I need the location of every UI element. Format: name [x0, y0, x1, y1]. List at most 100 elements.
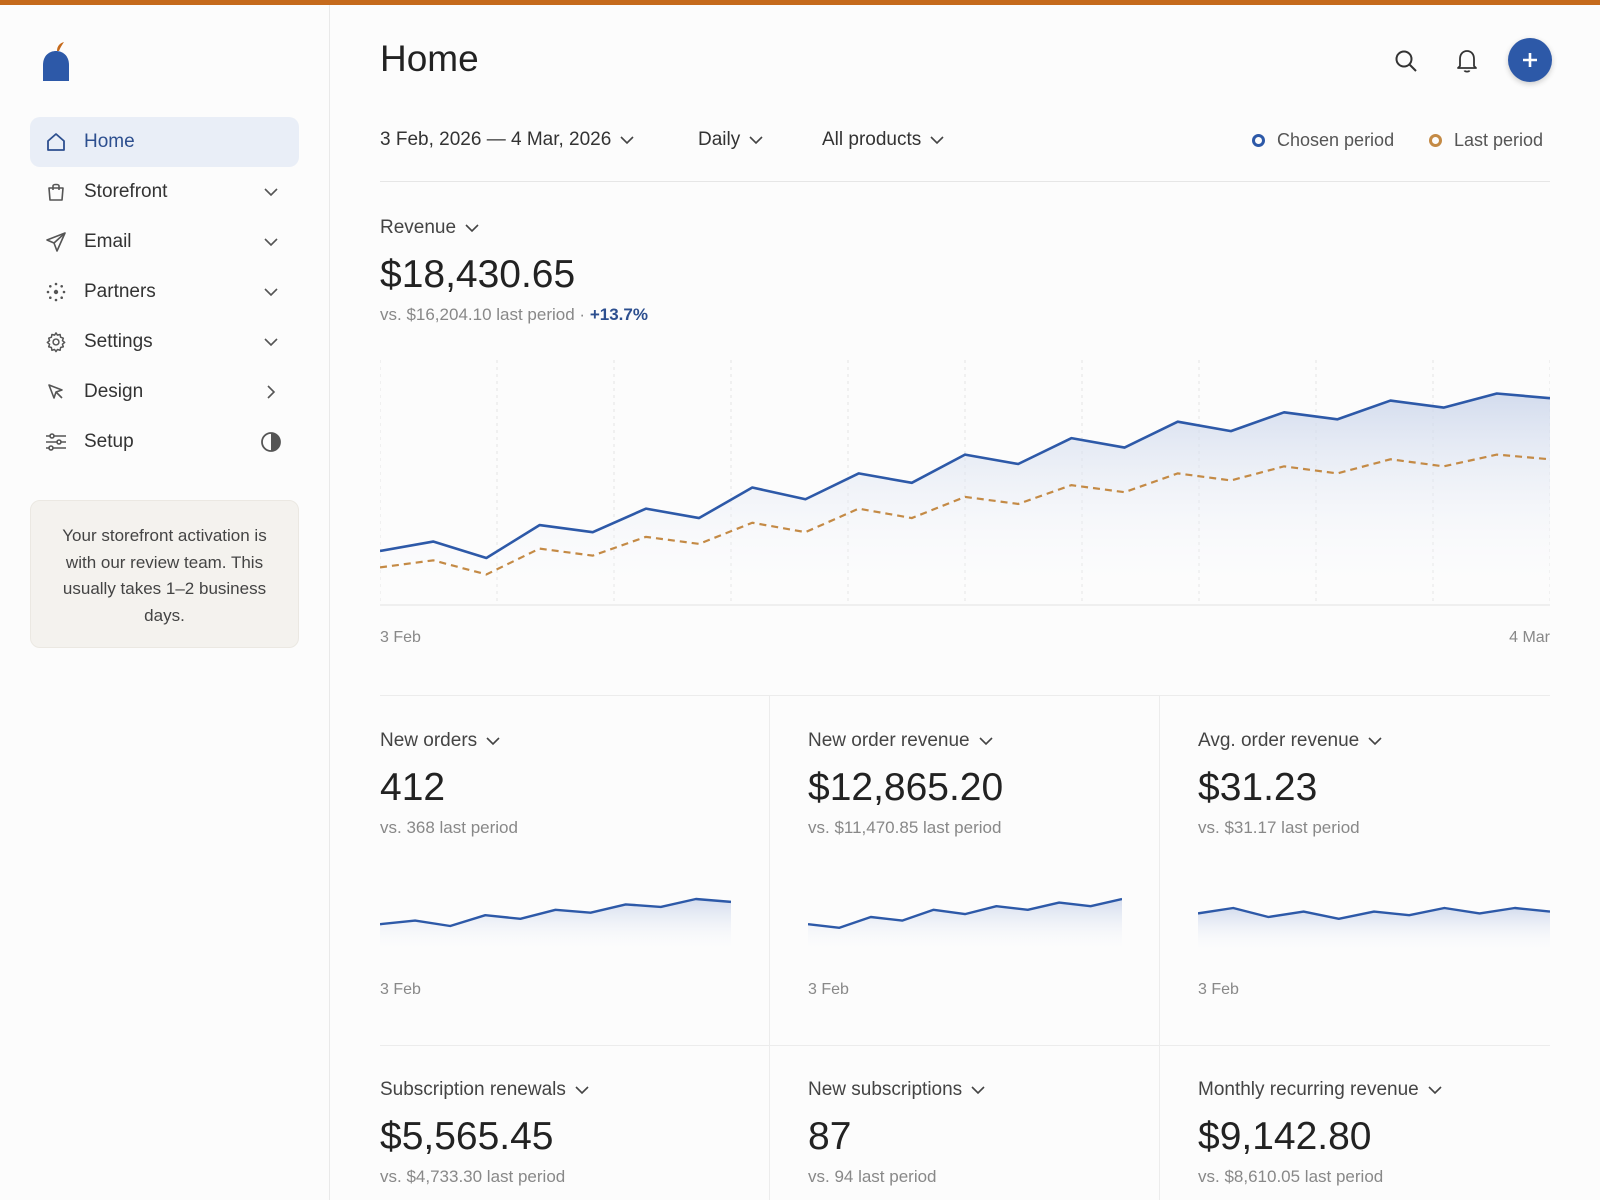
activation-notice: Your storefront activation is with our r…	[30, 500, 299, 648]
legend-last-label: Last period	[1454, 130, 1544, 150]
chevron-down-icon	[259, 330, 283, 354]
sidebar-item-settings[interactable]: Settings	[30, 317, 299, 367]
chevron-down-icon	[259, 180, 283, 204]
shopping-bag-icon	[44, 180, 68, 204]
date-range-label: 3 Feb, 2026 — 4 Mar, 2026	[380, 129, 612, 150]
interval-select[interactable]: Daily	[698, 129, 763, 151]
section-divider	[380, 695, 1550, 696]
sidebar-item-email[interactable]: Email	[30, 217, 299, 267]
cursor-icon	[44, 380, 68, 404]
sidebar-item-label: Email	[84, 231, 132, 252]
chevron-down-icon	[575, 1085, 589, 1094]
metric-card-avg-order-revenue: Avg. order revenue $31.23 vs. $31.17 las…	[1198, 730, 1548, 838]
sidebar-item-label: Setup	[84, 431, 134, 452]
brand-top-bar	[0, 0, 1600, 5]
metric-comparison: vs. $31.17 last period	[1198, 818, 1360, 837]
main-content: Home 3 Feb, 2026 — 4 Mar, 2026 Daily All…	[380, 5, 1552, 1200]
metric-select[interactable]: New orders	[380, 730, 740, 752]
sidebar-item-label: Design	[84, 381, 144, 402]
legend-dot-chosen	[1252, 134, 1265, 147]
sidebar-nav: Home Storefront Email Partners	[30, 117, 299, 467]
chevron-down-icon	[486, 736, 500, 745]
sidebar-item-home[interactable]: Home	[30, 117, 299, 167]
legend-chosen-period: Chosen period	[1252, 130, 1394, 151]
chevron-down-icon	[620, 135, 634, 144]
metric-label: Avg. order revenue	[1198, 730, 1360, 751]
bell-icon[interactable]	[1449, 43, 1485, 79]
sparkline-area	[808, 899, 1122, 955]
sparkline-line	[808, 897, 1122, 929]
metric-select[interactable]: New subscriptions	[808, 1079, 1148, 1101]
search-icon[interactable]	[1388, 43, 1424, 79]
sidebar-item-label: Partners	[84, 281, 156, 302]
card-divider	[1159, 695, 1160, 1200]
sidebar: Home Storefront Email Partners	[0, 5, 330, 1200]
metric-comparison: vs. $11,470.85 last period	[808, 818, 1002, 837]
metric-select[interactable]: New order revenue	[808, 730, 1148, 752]
chevron-down-icon	[1368, 736, 1382, 745]
products-select[interactable]: All products	[822, 129, 944, 151]
avg-order-revenue-sparkline	[1198, 906, 1550, 955]
chevron-down-icon	[749, 135, 763, 144]
revenue-comparison: vs. $16,204.10 last period ·	[380, 305, 586, 324]
sparkline-line	[380, 897, 731, 928]
chevron-down-icon	[971, 1085, 985, 1094]
chevron-down-icon	[465, 223, 479, 232]
chevron-right-icon	[259, 380, 283, 404]
revenue-metric: Revenue $18,430.65 vs. $16,204.10 last p…	[380, 217, 648, 325]
metric-label: New subscriptions	[808, 1079, 963, 1100]
chevron-down-icon	[259, 280, 283, 304]
sidebar-item-partners[interactable]: Partners	[30, 267, 299, 317]
metric-select[interactable]: Subscription renewals	[380, 1079, 760, 1101]
chevron-down-icon	[1428, 1085, 1442, 1094]
last-period-line	[380, 453, 1550, 576]
metric-card-subscription-renewals: Subscription renewals $5,565.45 vs. $4,7…	[380, 1079, 760, 1187]
chevron-down-icon	[979, 736, 993, 745]
metric-value: $9,142.80	[1198, 1115, 1372, 1158]
new-orders-sparkline	[380, 897, 731, 955]
gear-icon	[44, 330, 68, 354]
metric-card-new-subscriptions: New subscriptions 87 vs. 94 last period	[808, 1079, 1148, 1187]
sparkline-x-start: 3 Feb	[380, 981, 421, 998]
partners-dots-icon	[44, 280, 68, 304]
revenue-change-badge: +13.7%	[589, 305, 648, 324]
sparkline-line	[1198, 906, 1550, 920]
plus-icon	[1523, 53, 1537, 67]
sliders-icon	[44, 430, 68, 454]
revenue-metric-select[interactable]: Revenue	[380, 217, 648, 239]
metric-value: $5,565.45	[380, 1115, 554, 1158]
chevron-down-icon	[930, 135, 944, 144]
home-icon	[44, 130, 68, 154]
send-icon	[44, 230, 68, 254]
metric-value: $31.23	[1198, 766, 1318, 809]
metric-label: New order revenue	[808, 730, 970, 751]
metric-select[interactable]: Monthly recurring revenue	[1198, 1079, 1550, 1101]
sidebar-item-storefront[interactable]: Storefront	[30, 167, 299, 217]
metric-comparison: vs. $4,733.30 last period	[380, 1167, 566, 1186]
metric-comparison: vs. 368 last period	[380, 818, 518, 837]
metric-value: 87	[808, 1115, 852, 1158]
legend-dot-last	[1429, 134, 1442, 147]
sparkline-x-start: 3 Feb	[1198, 981, 1239, 998]
revenue-label: Revenue	[380, 217, 457, 238]
revenue-value: $18,430.65	[380, 253, 576, 296]
revenue-comparison-row: vs. $16,204.10 last period · +13.7%	[380, 305, 648, 325]
chevron-down-icon	[259, 230, 283, 254]
app-logo[interactable]	[40, 41, 72, 83]
new-order-revenue-sparkline	[808, 897, 1122, 955]
date-range-select[interactable]: 3 Feb, 2026 — 4 Mar, 2026	[380, 129, 634, 151]
card-divider	[769, 695, 770, 1200]
metric-select[interactable]: Avg. order revenue	[1198, 730, 1548, 752]
revenue-x-end: 4 Mar	[1509, 629, 1550, 646]
chosen-period-area	[380, 393, 1550, 605]
sparkline-area	[1198, 908, 1550, 955]
sidebar-item-setup[interactable]: Setup	[30, 417, 299, 467]
legend-last-period: Last period	[1429, 130, 1543, 151]
sidebar-item-design[interactable]: Design	[30, 367, 299, 417]
metric-card-new-order-revenue: New order revenue $12,865.20 vs. $11,470…	[808, 730, 1148, 838]
add-button[interactable]	[1508, 38, 1552, 82]
interval-label: Daily	[698, 129, 741, 150]
metric-comparison: vs. $8,610.05 last period	[1198, 1167, 1384, 1186]
metric-comparison: vs. 94 last period	[808, 1167, 937, 1186]
products-label: All products	[822, 129, 922, 150]
